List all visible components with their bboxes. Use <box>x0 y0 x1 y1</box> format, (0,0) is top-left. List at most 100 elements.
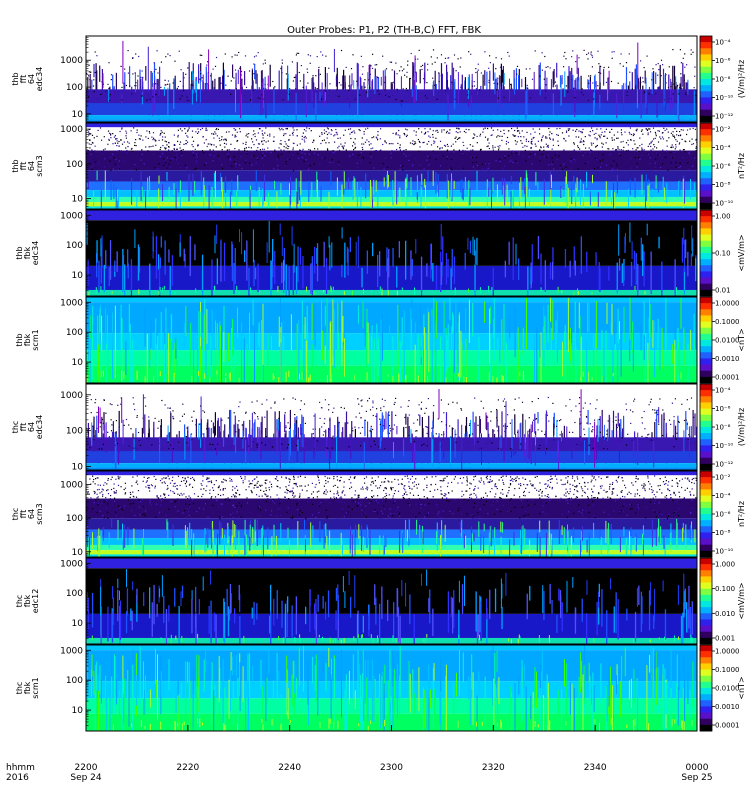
spectrum-streak <box>185 306 187 336</box>
spectrum-speckle <box>508 148 510 150</box>
spectrum-speckle <box>159 480 162 482</box>
spectrum-speckle <box>591 144 593 146</box>
spectrum-streak <box>599 416 601 443</box>
spectrum-streak <box>586 341 588 383</box>
spectrum-speckle <box>644 488 646 490</box>
spectrum-speckle <box>318 482 320 484</box>
spectrum-speckle <box>660 75 662 77</box>
spectrum-speckle <box>435 483 437 485</box>
spectrum-streak <box>680 372 682 380</box>
spectrum-streak <box>607 428 609 442</box>
spectrum-streak <box>599 267 601 292</box>
spectrum-speckle <box>611 493 613 495</box>
spectrum-speckle <box>426 97 428 99</box>
spectrum-speckle <box>583 428 585 430</box>
spectrum-speckle <box>535 145 537 147</box>
spectrum-speckle <box>421 131 423 133</box>
spectrum-streak <box>500 63 502 93</box>
colorbar-swatch <box>700 457 712 465</box>
spectrum-speckle <box>108 62 110 64</box>
spectrum-streak <box>501 178 503 195</box>
spectrum-speckle <box>98 488 100 491</box>
spectrum-speckle <box>497 97 499 99</box>
spectrum-speckle <box>215 56 218 59</box>
spectrum-streak <box>296 191 298 209</box>
spectrum-speckle <box>388 96 390 98</box>
spectrum-speckle <box>214 423 216 425</box>
spectrum-speckle <box>385 492 387 495</box>
spectrum-speckle <box>228 89 231 91</box>
spectrum-speckle <box>440 493 442 495</box>
spectrum-speckle <box>628 131 630 133</box>
spectrum-speckle <box>264 416 266 418</box>
spectrum-streak <box>209 377 211 383</box>
spectrum-streak <box>108 89 110 102</box>
spectrum-speckle <box>531 485 533 487</box>
spectrum-speckle <box>138 138 140 140</box>
spectrum-speckle <box>579 141 581 143</box>
spectrum-speckle <box>354 98 356 100</box>
spectrum-speckle <box>629 71 631 73</box>
spectrum-speckle <box>670 423 672 425</box>
spectrum-streak <box>278 411 280 452</box>
spectrum-speckle <box>543 78 545 80</box>
spectrum-streak <box>552 300 554 340</box>
spectrum-speckle <box>551 488 553 490</box>
spectrum-speckle <box>211 496 213 498</box>
spectrum-streak <box>392 336 394 377</box>
colorbar-swatch <box>700 352 712 359</box>
spectrum-speckle <box>253 487 255 489</box>
spectrum-speckle <box>440 399 442 401</box>
spectrum-streak <box>690 253 692 266</box>
spectrum-speckle <box>686 487 688 489</box>
spectrum-streak <box>692 410 694 447</box>
spectrum-speckle <box>206 129 208 131</box>
spectrum-speckle <box>672 131 674 133</box>
spectrum-speckle <box>148 477 150 479</box>
spectrum-speckle <box>281 443 283 445</box>
spectrum-streak <box>465 308 467 343</box>
spectrum-streak <box>372 79 374 91</box>
spectrum-streak <box>686 421 688 430</box>
spectrum-streak <box>505 344 507 383</box>
spectrum-speckle <box>165 169 167 172</box>
spectrum-speckle <box>655 166 657 168</box>
spectrum-streak <box>392 248 394 267</box>
spectrum-streak <box>690 329 692 351</box>
spectrum-speckle <box>283 134 285 137</box>
spectrum-speckle <box>441 421 443 423</box>
spectrum-speckle <box>207 100 209 102</box>
spectrum-speckle <box>479 135 481 137</box>
spectrum-streak <box>537 236 540 260</box>
spectrum-speckle <box>109 95 111 97</box>
spectrum-speckle <box>444 57 447 59</box>
spectrum-speckle <box>309 165 311 167</box>
spectrum-speckle <box>324 418 326 420</box>
spectrum-streak <box>274 180 276 190</box>
spectrum-streak <box>678 181 680 197</box>
spectrum-speckle <box>591 495 593 497</box>
spectrum-streak <box>423 336 425 383</box>
spectrum-streak <box>352 180 354 201</box>
colorbar-swatch <box>700 135 712 142</box>
spectrum-speckle <box>88 64 90 66</box>
spectrum-streak <box>635 64 637 92</box>
spectrum-streak <box>597 192 599 207</box>
colorbar-swatch <box>700 129 712 136</box>
spectrum-speckle <box>391 150 393 152</box>
spectrum-speckle <box>370 153 372 155</box>
spectrum-speckle <box>226 149 228 151</box>
spectrum-speckle <box>412 164 414 166</box>
spectrum-speckle <box>134 409 136 411</box>
spectrum-speckle <box>454 137 456 139</box>
spectrum-speckle <box>136 480 138 482</box>
spectrum-speckle <box>648 433 650 435</box>
spectrum-speckle <box>205 129 207 131</box>
spectrum-speckle <box>283 146 285 148</box>
spectrum-speckle <box>402 430 405 432</box>
spectrum-speckle <box>537 397 539 400</box>
spectrum-speckle <box>220 494 222 497</box>
spectrum-speckle <box>547 146 549 148</box>
spectrum-speckle <box>444 145 447 147</box>
spectrum-speckle <box>643 483 645 485</box>
